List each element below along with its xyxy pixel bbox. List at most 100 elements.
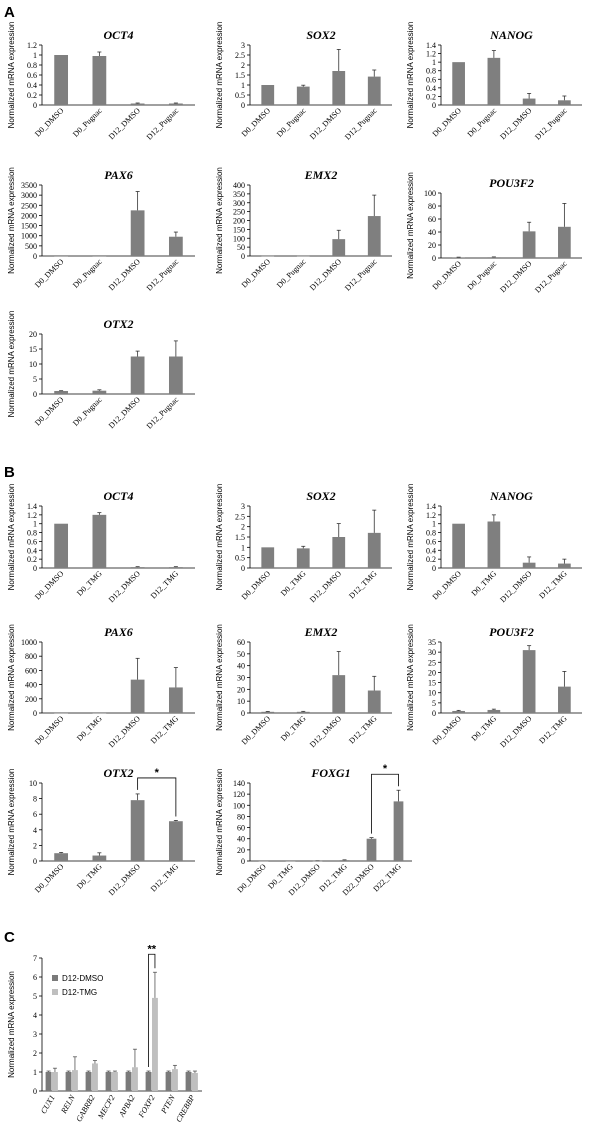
y-tick-label: 6 — [33, 973, 37, 982]
bar — [92, 712, 107, 714]
legend-label: D12-TMG — [62, 988, 97, 997]
x-tick-label: D12_TMG — [149, 569, 181, 601]
x-tick-label: D0_DMSO — [235, 862, 268, 895]
significance-bracket — [137, 777, 177, 817]
x-tick-label: D12_TMG — [537, 569, 569, 601]
chart-2: 00.20.40.60.811.21.4 Normalized mRNA expr… — [406, 22, 582, 142]
y-tick-label: 60 — [237, 824, 245, 833]
y-tick-label: 2 — [241, 61, 245, 70]
y-tick-label: 40 — [237, 835, 245, 844]
bar — [92, 514, 107, 568]
significance-bracket — [148, 953, 156, 1068]
bar — [296, 86, 310, 105]
bar — [54, 712, 69, 714]
x-tick-label: D12_TMG — [537, 714, 569, 746]
bar — [296, 255, 310, 257]
x-tick-label: FOXP2 — [136, 1094, 157, 1121]
y-tick-label: 1.4 — [27, 502, 37, 511]
y-axis-label: Normalized mRNA expression — [7, 484, 16, 591]
y-tick-label: 1 — [33, 520, 37, 529]
y-tick-label: 0 — [241, 564, 245, 573]
x-tick-label: D12_TMG — [149, 714, 181, 746]
y-tick-label: 120 — [233, 790, 245, 799]
bar — [85, 1072, 92, 1091]
y-tick-label: 10 — [29, 360, 37, 369]
y-tick-label: 10 — [29, 779, 37, 788]
x-tick-label: D0_DMSO — [33, 569, 66, 602]
x-tick-label: D12_DMSO — [498, 714, 533, 749]
y-tick-label: 0.4 — [27, 546, 37, 555]
x-tick-label: D0_TMG — [279, 714, 308, 743]
x-tick-label: D0_DMSO — [431, 569, 464, 602]
y-axis-label: Normalized mRNA expression — [406, 624, 415, 731]
chart-6: 0 5 10 15 20 Normalized mRNA expression OTX2 D0… — [7, 311, 195, 431]
x-tick-label: D12_Pugnac — [533, 259, 569, 295]
y-tick-label: 20 — [428, 668, 436, 677]
y-tick-label: 15 — [29, 345, 37, 354]
panel-label-c: C — [4, 929, 15, 946]
legend-swatch — [52, 989, 58, 995]
x-tick-label: D12_Pugnac — [145, 106, 181, 142]
y-tick-label: 0 — [33, 564, 37, 573]
bar — [522, 98, 536, 105]
x-tick-label: D12_Pugnac — [145, 257, 181, 293]
panel-label-b: B — [4, 464, 15, 481]
chart-title: OTX2 — [104, 766, 134, 780]
y-tick-label: 100 — [233, 234, 245, 243]
x-tick-label: D12_DMSO — [498, 106, 533, 141]
legend-swatch — [52, 975, 58, 981]
panel-label-a: A — [4, 4, 15, 21]
bar — [452, 523, 465, 568]
y-tick-label: 100 — [233, 801, 245, 810]
bar — [296, 548, 310, 568]
bar — [65, 1072, 72, 1091]
y-tick-label: 4 — [33, 1011, 37, 1020]
y-tick-label: 1 — [432, 520, 436, 529]
y-tick-label: 8 — [33, 795, 37, 804]
bar — [332, 239, 346, 256]
y-tick-label: 0.6 — [426, 537, 436, 546]
x-tick-label: D0_DMSO — [33, 395, 66, 428]
x-tick-label: D0_DMSO — [240, 106, 273, 139]
y-tick-label: 30 — [428, 648, 436, 657]
bar — [92, 255, 107, 257]
y-tick-label: 1.5 — [235, 71, 245, 80]
y-tick-label: 0 — [33, 709, 37, 718]
bar — [130, 800, 145, 861]
y-tick-label: 0 — [241, 709, 245, 718]
y-tick-label: 1 — [33, 51, 37, 60]
x-tick-label: RELN — [59, 1093, 77, 1116]
y-tick-label: 20 — [237, 685, 245, 694]
y-axis-label: Normalized mRNA expression — [7, 167, 16, 274]
y-tick-label: 0.8 — [27, 529, 37, 538]
y-tick-label: 0 — [432, 254, 436, 263]
y-tick-label: 30 — [237, 674, 245, 683]
y-axis-label: Normalized mRNA expression — [7, 22, 16, 129]
x-tick-label: D0_Pugnac — [71, 395, 104, 428]
x-tick-label: D12_DMSO — [308, 569, 343, 604]
x-tick-label: CREBBP — [174, 1093, 197, 1123]
y-tick-label: 1.2 — [426, 50, 436, 59]
y-tick-label: 800 — [25, 652, 37, 661]
y-tick-label: 0 — [241, 101, 245, 110]
y-tick-label: 20 — [29, 330, 37, 339]
bar — [132, 1067, 138, 1091]
significance-bracket — [371, 773, 399, 834]
y-axis-label: Normalized mRNA expression — [215, 22, 224, 129]
y-tick-label: 0.8 — [426, 529, 436, 538]
y-tick-label: 140 — [233, 779, 245, 788]
y-tick-label: 1500 — [21, 222, 37, 231]
bar — [285, 860, 296, 862]
y-tick-label: 500 — [25, 242, 37, 251]
y-tick-label: 2.5 — [235, 51, 245, 60]
y-tick-label: 80 — [428, 202, 436, 211]
y-tick-label: 1000 — [21, 638, 37, 647]
x-tick-label: D12_DMSO — [308, 106, 343, 141]
y-tick-label: 1.4 — [426, 502, 436, 511]
x-tick-label: D12_Pugnac — [145, 395, 181, 431]
y-tick-label: 1000 — [21, 232, 37, 241]
y-tick-label: 2 — [33, 841, 37, 850]
bar — [258, 860, 269, 862]
y-tick-label: 0 — [432, 709, 436, 718]
